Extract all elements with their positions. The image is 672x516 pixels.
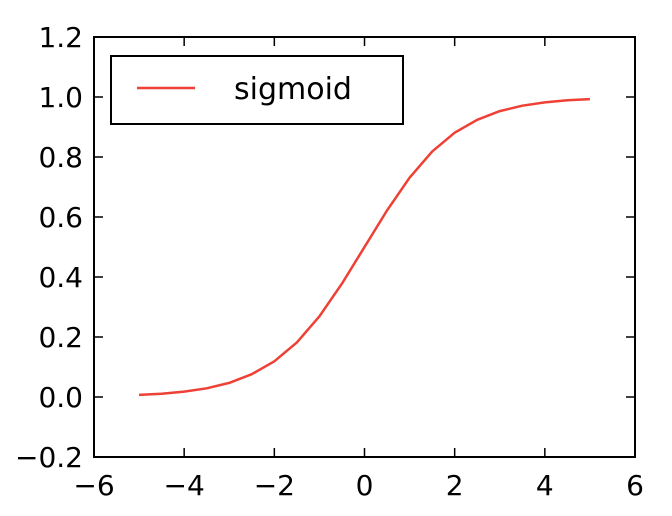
y-tick-label: 1.0 xyxy=(38,81,83,114)
tick-labels: −6 −4 −2 0 2 4 6 −0.2 0.0 0.2 0.4 0.6 0.8 1.0 1.2 xyxy=(15,21,644,502)
x-tick-label: −6 xyxy=(73,469,114,502)
x-tick-label: 4 xyxy=(536,469,554,502)
x-tick-label: 0 xyxy=(356,469,374,502)
y-tick-label: 0.8 xyxy=(38,141,83,174)
x-tick-label: 6 xyxy=(626,469,644,502)
x-tick-label: −4 xyxy=(164,469,205,502)
legend: sigmoid xyxy=(110,55,404,125)
series-line-sigmoid xyxy=(139,97,590,397)
y-tick-label: 0.2 xyxy=(38,321,83,354)
legend-box xyxy=(110,55,404,125)
y-tick-label: 0.0 xyxy=(38,381,83,414)
legend-label-sigmoid: sigmoid xyxy=(234,72,352,107)
y-tick-label: 1.2 xyxy=(38,21,83,54)
x-tick-label: −2 xyxy=(254,469,295,502)
y-tick-label: −0.2 xyxy=(15,441,83,474)
y-tick-label: 0.6 xyxy=(38,201,83,234)
x-tick-label: 2 xyxy=(446,469,464,502)
y-tick-label: 0.4 xyxy=(38,261,83,294)
axis-ticks xyxy=(93,36,636,458)
